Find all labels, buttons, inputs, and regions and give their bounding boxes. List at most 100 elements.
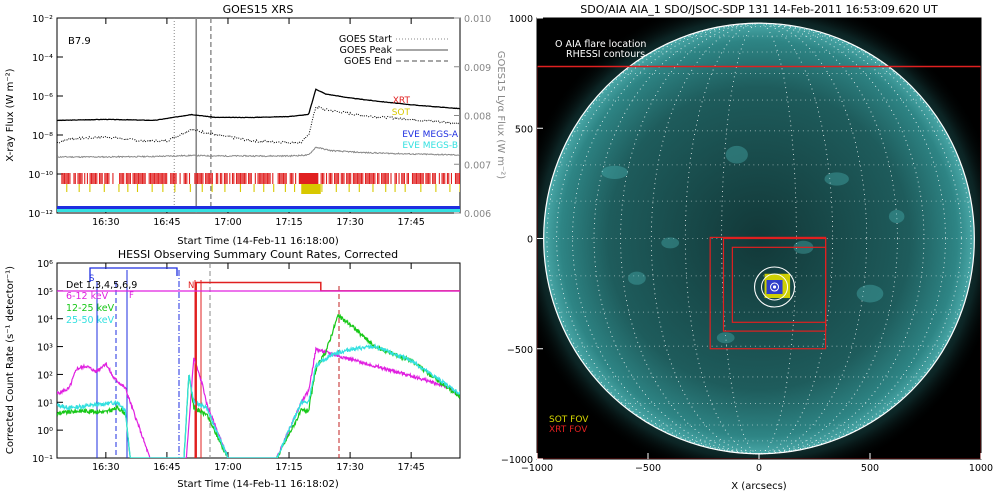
aia-title: SDO/AIA AIA_1 SDO/JSOC-SDP 131 14-Feb-20… [580, 3, 938, 16]
legend-25-50: 25-50 keV [66, 315, 115, 326]
legend-goes-peak: GOES Peak [340, 45, 393, 56]
hessi-xtick-label: 17:30 [336, 462, 363, 473]
goes-y2tick-label: 0.008 [464, 112, 491, 123]
hessi-xtick-label: 16:45 [153, 462, 180, 473]
rhessi-contour-core [772, 285, 777, 289]
aia-heliographic-grid [543, 22, 975, 455]
aia-active-region [824, 172, 849, 186]
aia-legend-xrt: XRT FOV [549, 425, 588, 435]
aia-image-panel: SDO/AIA AIA_1 SDO/JSOC-SDP 131 14-Feb-20… [501, 3, 993, 492]
goes-ytick-label: 10⁻⁶ [32, 92, 53, 103]
aia-active-region [856, 284, 884, 303]
aia-active-region [601, 165, 629, 179]
goes-class-label: B7.9 [68, 36, 91, 47]
aia-xtick-label: −1000 [521, 463, 553, 474]
hessi-legend: Det 1,3,4,5,6,9 6-12 keV 12-25 keV 25-50… [66, 280, 137, 326]
hessi-ytick-label: 10⁻¹ [32, 454, 53, 465]
legend-det: Det 1,3,4,5,6,9 [66, 280, 137, 291]
aia-legend-flare: O AIA flare location [555, 39, 646, 50]
hessi-flag-s: S [89, 274, 94, 284]
hessi-ytick-label: 10⁴ [37, 315, 53, 326]
eve-megs-a-bar [57, 206, 460, 209]
aia-legend-rhessi: RHESSI contours [566, 49, 645, 60]
goes-y2tick-label: 0.010 [464, 14, 491, 25]
xrt-dense-block [298, 173, 319, 184]
aia-longitude-line [620, 22, 898, 455]
hessi-xtick-label: 17:15 [275, 462, 302, 473]
aia-active-regions [601, 145, 905, 344]
aia-active-region [628, 271, 646, 285]
hessi-series-12-25 [57, 313, 460, 458]
goes-ytick-label: 10⁻² [32, 14, 53, 25]
aia-ytick-label: −1000 [501, 455, 533, 466]
goes-y2-ticks: 0.006 0.007 0.008 0.009 0.010 [454, 14, 491, 220]
hessi-flag-saa-bar [89, 267, 178, 282]
aia-longitude-line [546, 22, 972, 455]
aia-xtick-label: 1000 [969, 463, 993, 474]
hessi-title: HESSI Observing Summary Count Rates, Cor… [118, 248, 398, 261]
goes-ylabel: X-ray Flux (W m⁻²) [5, 68, 16, 161]
goes-y2tick-label: 0.006 [464, 209, 491, 220]
hessi-attenuator-series [195, 281, 460, 458]
goes-y2label: GOES15 Lyα Flux (W m⁻²) [495, 51, 506, 179]
goes-ytick-label: 10⁻¹² [28, 209, 53, 220]
hessi-flag-bars [89, 263, 340, 458]
aia-active-region [888, 209, 905, 224]
hessi-xtick-label: 17:00 [214, 462, 241, 473]
aia-flare-markers [753, 266, 796, 308]
sot-dense-block [301, 184, 321, 194]
hessi-ytick-label: 10¹ [37, 398, 53, 409]
aia-ytick-label: 500 [515, 124, 533, 135]
legend-sot: SOT [392, 108, 411, 118]
aia-xtick-label: 500 [861, 463, 879, 474]
goes-y-ticks: 10⁻¹² 10⁻¹⁰ 10⁻⁸ 10⁻⁶ 10⁻⁴ 10⁻² [28, 14, 63, 220]
aia-x-ticks: −1000 −500 0 500 1000 [521, 453, 993, 474]
hessi-ytick-label: 10⁵ [37, 287, 53, 298]
legend-6-12: 6-12 keV [66, 291, 109, 302]
hessi-ytick-label: 10³ [37, 343, 53, 354]
aia-ytick-label: −500 [507, 345, 533, 356]
hessi-flag-n: N [188, 281, 194, 291]
hessi-ytick-label: 10⁰ [37, 426, 53, 437]
xrt-observation-ticks [61, 173, 460, 184]
goes-xlabel: Start Time (14-Feb-11 16:18:00) [177, 236, 339, 247]
hessi-flag-f: F [129, 291, 134, 301]
hessi-chart: HESSI Observing Summary Count Rates, Cor… [5, 248, 461, 490]
sot-observation-ticks [66, 184, 460, 194]
legend-goes-end: GOES End [344, 56, 392, 67]
hessi-frame [56, 262, 461, 459]
aia-longitude-line [593, 22, 925, 455]
hessi-y-ticks: 10⁻¹ 10⁰ 10¹ 10² 10³ 10⁴ 10⁵ 10⁶ [32, 259, 63, 465]
aia-active-region [725, 145, 748, 164]
goes-lya-series [57, 146, 460, 159]
goes-long-series [57, 88, 460, 122]
goes-xtick-label: 17:30 [336, 217, 363, 228]
eve-megs-b-bar [57, 209, 460, 212]
goes-ytick-label: 10⁻¹⁰ [28, 170, 53, 181]
goes-ytick-label: 10⁻⁴ [32, 53, 53, 64]
hessi-ytick-label: 10⁶ [37, 259, 53, 270]
goes-xtick-label: 17:15 [275, 217, 302, 228]
goes-xtick-label: 16:45 [153, 217, 180, 228]
aia-ytick-label: 0 [527, 235, 533, 246]
hessi-series-6-12 [57, 346, 460, 458]
aia-active-region [661, 237, 680, 249]
aia-flare-circle-inner [761, 273, 789, 301]
rhessi-contour [770, 282, 780, 292]
aia-legend-sot: SOT FOV [549, 415, 589, 425]
aia-longitude-line [572, 22, 946, 455]
goes-y2tick-label: 0.009 [464, 63, 491, 74]
aia-y-ticks: −1000 −500 0 500 1000 [501, 14, 543, 466]
goes-short-series [57, 105, 460, 145]
legend-12-25: 12-25 keV [66, 303, 115, 314]
hessi-ytick-label: 10² [37, 370, 53, 381]
hessi-ylabel: Corrected Count Rate (s⁻¹ detector⁻¹) [5, 266, 16, 454]
legend-goes-start: GOES Start [339, 34, 392, 45]
aia-xtick-label: −500 [635, 463, 661, 474]
aia-flare-circle-outer [753, 266, 796, 308]
goes-xrs-chart: GOES15 XRS 16:30 16:45 17:00 17:15 17:30 17:4… [5, 3, 506, 247]
goes-legend2: XRT SOT EVE MEGS-A EVE MEGS-B [392, 96, 459, 151]
goes-ytick-label: 10⁻⁸ [32, 131, 53, 142]
hessi-xlabel: Start Time (14-Feb-11 16:18:02) [177, 479, 339, 490]
